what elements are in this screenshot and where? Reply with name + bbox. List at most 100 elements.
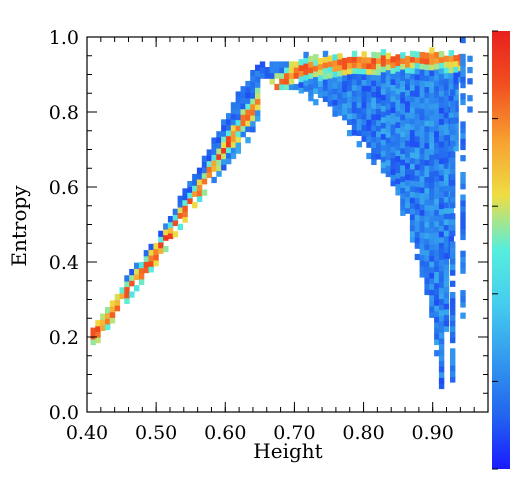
heatmap-cell	[409, 62, 416, 69]
heatmap-cell	[385, 86, 392, 93]
heatmap-cell	[460, 267, 466, 274]
heatmap-cell	[443, 157, 450, 164]
heatmap-cell	[443, 95, 450, 102]
heatmap-cell	[443, 297, 450, 304]
heatmap-cell	[240, 119, 246, 127]
heatmap-cell	[235, 91, 241, 98]
heatmap-cell	[450, 241, 456, 248]
heatmap-cell	[424, 159, 430, 166]
heatmap-cell	[467, 95, 473, 102]
heatmap-cell	[434, 226, 440, 233]
heatmap-cell	[414, 147, 421, 154]
heatmap-cell	[400, 80, 406, 87]
heatmap-cell	[438, 354, 445, 361]
heatmap-cell	[245, 114, 251, 121]
heatmap-cell	[322, 78, 329, 86]
heatmap-cell	[450, 218, 456, 226]
heatmap-cell	[143, 250, 150, 257]
heatmap-cell	[400, 136, 406, 143]
heatmap-cell	[385, 137, 392, 144]
heatmap-cell	[317, 58, 324, 65]
heatmap-cell	[390, 151, 396, 159]
heatmap-cell	[167, 232, 174, 240]
heatmap-cell	[269, 67, 275, 74]
heatmap-cell	[429, 120, 435, 127]
heatmap-cell	[317, 80, 324, 87]
heatmap-cell	[443, 196, 450, 203]
heatmap-cell	[303, 63, 309, 70]
heatmap-cell	[192, 185, 198, 192]
heatmap-cell	[429, 199, 435, 206]
heatmap-cell	[356, 79, 362, 86]
heatmap-cell	[177, 223, 183, 230]
heatmap-cell	[255, 104, 261, 111]
heatmap-cell	[148, 255, 154, 262]
heatmap-cell	[443, 117, 450, 124]
heatmap-cell	[293, 61, 300, 68]
heatmap-cell	[269, 78, 275, 85]
heatmap-cell	[438, 84, 445, 91]
heatmap-cell	[419, 187, 425, 194]
heatmap-cell	[448, 78, 454, 85]
heatmap-cell	[361, 102, 367, 109]
heatmap-cell	[376, 102, 382, 109]
heatmap-cell	[395, 116, 401, 123]
heatmap-cell	[443, 269, 450, 276]
heatmap-cell	[134, 262, 140, 269]
heatmap-cell	[211, 154, 217, 161]
heatmap-cell	[419, 260, 425, 267]
heatmap-cell	[434, 282, 440, 289]
heatmap-cell	[332, 93, 338, 100]
heatmap-cell	[405, 185, 411, 192]
heatmap-cell	[434, 142, 440, 149]
heatmap-cell	[342, 114, 348, 121]
heatmap-cell	[356, 107, 362, 114]
heatmap-cell	[134, 273, 140, 281]
heatmap-cell	[250, 126, 256, 133]
heatmap-cell	[395, 88, 401, 95]
heatmap-cell	[385, 58, 392, 65]
heatmap-cell	[438, 157, 445, 165]
heatmap-cell	[453, 77, 459, 84]
heatmap-cell	[380, 66, 387, 73]
heatmap-cell	[405, 83, 411, 91]
heatmap-cell	[424, 114, 430, 121]
heatmap-cell	[438, 360, 445, 367]
heatmap-cell	[255, 70, 261, 77]
heatmap-cell	[434, 333, 440, 340]
heatmap-cell	[438, 349, 445, 356]
heatmap-cell	[434, 220, 440, 227]
heatmap-cell	[371, 158, 377, 165]
heatmap-cell	[438, 174, 445, 181]
heatmap-cell	[221, 119, 227, 126]
heatmap-cell	[429, 142, 435, 150]
heatmap-cell	[385, 154, 392, 161]
heatmap-cell	[450, 258, 456, 265]
heatmap-cell	[424, 227, 430, 234]
heatmap-cell	[366, 130, 372, 137]
heatmap-cell	[327, 72, 333, 79]
heatmap-cell	[313, 99, 319, 106]
heatmap-cell	[429, 227, 435, 234]
heatmap-cell	[351, 112, 358, 119]
heatmap-cell	[342, 74, 348, 81]
heatmap-cell	[182, 199, 188, 206]
heatmap-cell	[438, 51, 445, 58]
heatmap-cell	[419, 85, 425, 92]
heatmap-cell	[400, 192, 406, 199]
heatmap-cell	[230, 130, 237, 137]
heatmap-cell	[443, 151, 450, 158]
heatmap-cell	[460, 53, 466, 61]
heatmap-cell	[230, 113, 237, 120]
heatmap-cell	[434, 310, 440, 317]
heatmap-cell	[443, 106, 450, 113]
heatmap-cell	[434, 125, 440, 132]
heatmap-cell	[172, 214, 179, 221]
heatmap-cell	[460, 194, 466, 201]
heatmap-cell	[269, 72, 275, 79]
heatmap-cell	[443, 325, 450, 332]
heatmap-cell	[371, 113, 377, 120]
heatmap-cell	[192, 202, 198, 209]
heatmap-cell	[390, 106, 396, 114]
heatmap-cell	[443, 112, 450, 119]
